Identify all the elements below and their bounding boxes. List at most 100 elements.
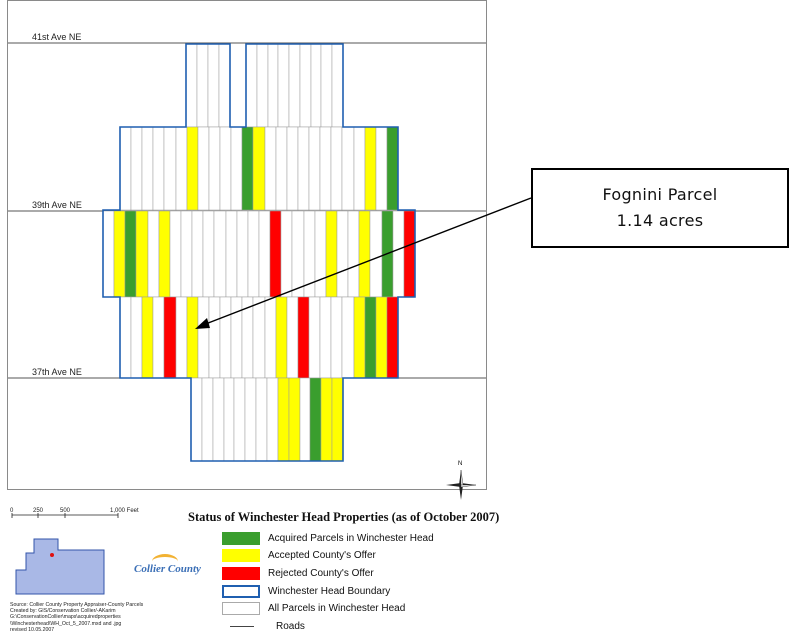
parcel [230, 296, 243, 379]
parcel-accepted [113, 210, 126, 298]
parcel-accepted [288, 377, 301, 462]
parcel [258, 210, 271, 298]
parcel [299, 43, 312, 128]
legend-item-roads: Roads [222, 618, 305, 634]
parcel [207, 43, 220, 128]
map-title: Status of Winchester Head Properties (as… [188, 510, 500, 524]
legend-label: All Parcels in Winchester Head [268, 602, 406, 614]
parcel [219, 296, 232, 379]
parcel-grid [102, 43, 416, 462]
parcel [163, 126, 177, 211]
winchester-head-boundary [102, 43, 416, 462]
parcel [347, 210, 360, 298]
legend-item-acquired: Acquired Parcels in Winchester Head [222, 530, 434, 546]
parcel [319, 126, 332, 211]
callout-line-1: Fognini Parcel [602, 185, 718, 204]
parcel [191, 210, 204, 298]
parcel [202, 210, 215, 298]
parcel [197, 296, 210, 379]
north-label: N [458, 461, 462, 467]
parcel [286, 296, 299, 379]
road-label-37th: 37th Ave NE [32, 367, 82, 377]
parcel [392, 210, 405, 298]
callout-line-2: 1.14 acres [616, 211, 704, 230]
parcel-accepted [135, 210, 149, 298]
parcel [266, 377, 279, 462]
parcel [201, 377, 214, 462]
scale-label-250: 250 [33, 508, 44, 514]
legend-label: Acquired Parcels in Winchester Head [268, 532, 434, 544]
parcel [341, 296, 355, 379]
parcel [190, 377, 203, 462]
parcel [299, 377, 311, 462]
parcel-accepted [186, 126, 199, 211]
parcel [147, 210, 160, 298]
legend-swatch-parcels [222, 601, 260, 615]
parcel [308, 126, 321, 211]
parcel [102, 210, 115, 298]
parcel-acquired [309, 377, 322, 462]
parcel [280, 210, 293, 298]
parcel [330, 126, 343, 211]
parcel [286, 126, 299, 211]
parcel [223, 377, 235, 462]
legend-swatch-roads [230, 625, 254, 627]
parcel [185, 43, 198, 128]
parcel [247, 210, 260, 298]
legend-swatch-accepted [222, 548, 260, 562]
parcel [256, 43, 269, 128]
parcel [288, 43, 301, 128]
callout-arrow [202, 197, 532, 326]
parcel-rejected [386, 296, 399, 379]
parcel [375, 126, 388, 211]
parcel [264, 126, 277, 211]
parcel [341, 126, 355, 211]
source-line: revised 10.05.2007 [10, 626, 55, 633]
legend-swatch-acquired [222, 531, 260, 545]
collier-county-logo: Collier County [134, 563, 201, 575]
legend-label: Rejected County's Offer [268, 567, 374, 579]
parcel [297, 126, 310, 211]
parcel [169, 210, 182, 298]
parcel [331, 43, 344, 128]
parcel [208, 296, 221, 379]
logo-arc-icon [152, 554, 178, 569]
parcel-accepted [158, 210, 171, 298]
parcel [233, 377, 246, 462]
callout-arrowhead [195, 318, 210, 329]
parcel [175, 126, 188, 211]
parcel [277, 43, 290, 128]
parcel [275, 126, 288, 211]
parcel [219, 126, 232, 211]
parcel [267, 43, 279, 128]
parcel-acquired [124, 210, 137, 298]
parcel [196, 43, 209, 128]
parcel [141, 126, 154, 211]
parcel-acquired [386, 126, 399, 211]
parcel-accepted [141, 296, 154, 379]
parcel-accepted [331, 377, 344, 462]
parcel-rejected [269, 210, 282, 298]
callout-box: Fognini Parcel 1.14 acres [531, 168, 789, 248]
parcel [180, 210, 193, 298]
legend-label: Roads [276, 620, 305, 632]
scale-label-500: 500 [60, 508, 71, 514]
legend-item-boundary: Winchester Head Boundary [222, 583, 390, 599]
parcel [130, 296, 143, 379]
source-line: Source: Collier County Property Appraise… [10, 602, 144, 608]
parcel [320, 43, 333, 128]
parcel-acquired [364, 296, 377, 379]
parcel-accepted [325, 210, 338, 298]
parcel [230, 126, 243, 211]
parcel [152, 126, 165, 211]
parcel [255, 377, 268, 462]
parcel [225, 210, 238, 298]
parcel [213, 210, 227, 298]
parcel [175, 296, 188, 379]
legend-item-accepted: Accepted County's Offer [222, 547, 376, 563]
parcel [119, 296, 132, 379]
parcel [197, 126, 210, 211]
legend-swatch-rejected [222, 566, 260, 580]
parcel [291, 210, 305, 298]
